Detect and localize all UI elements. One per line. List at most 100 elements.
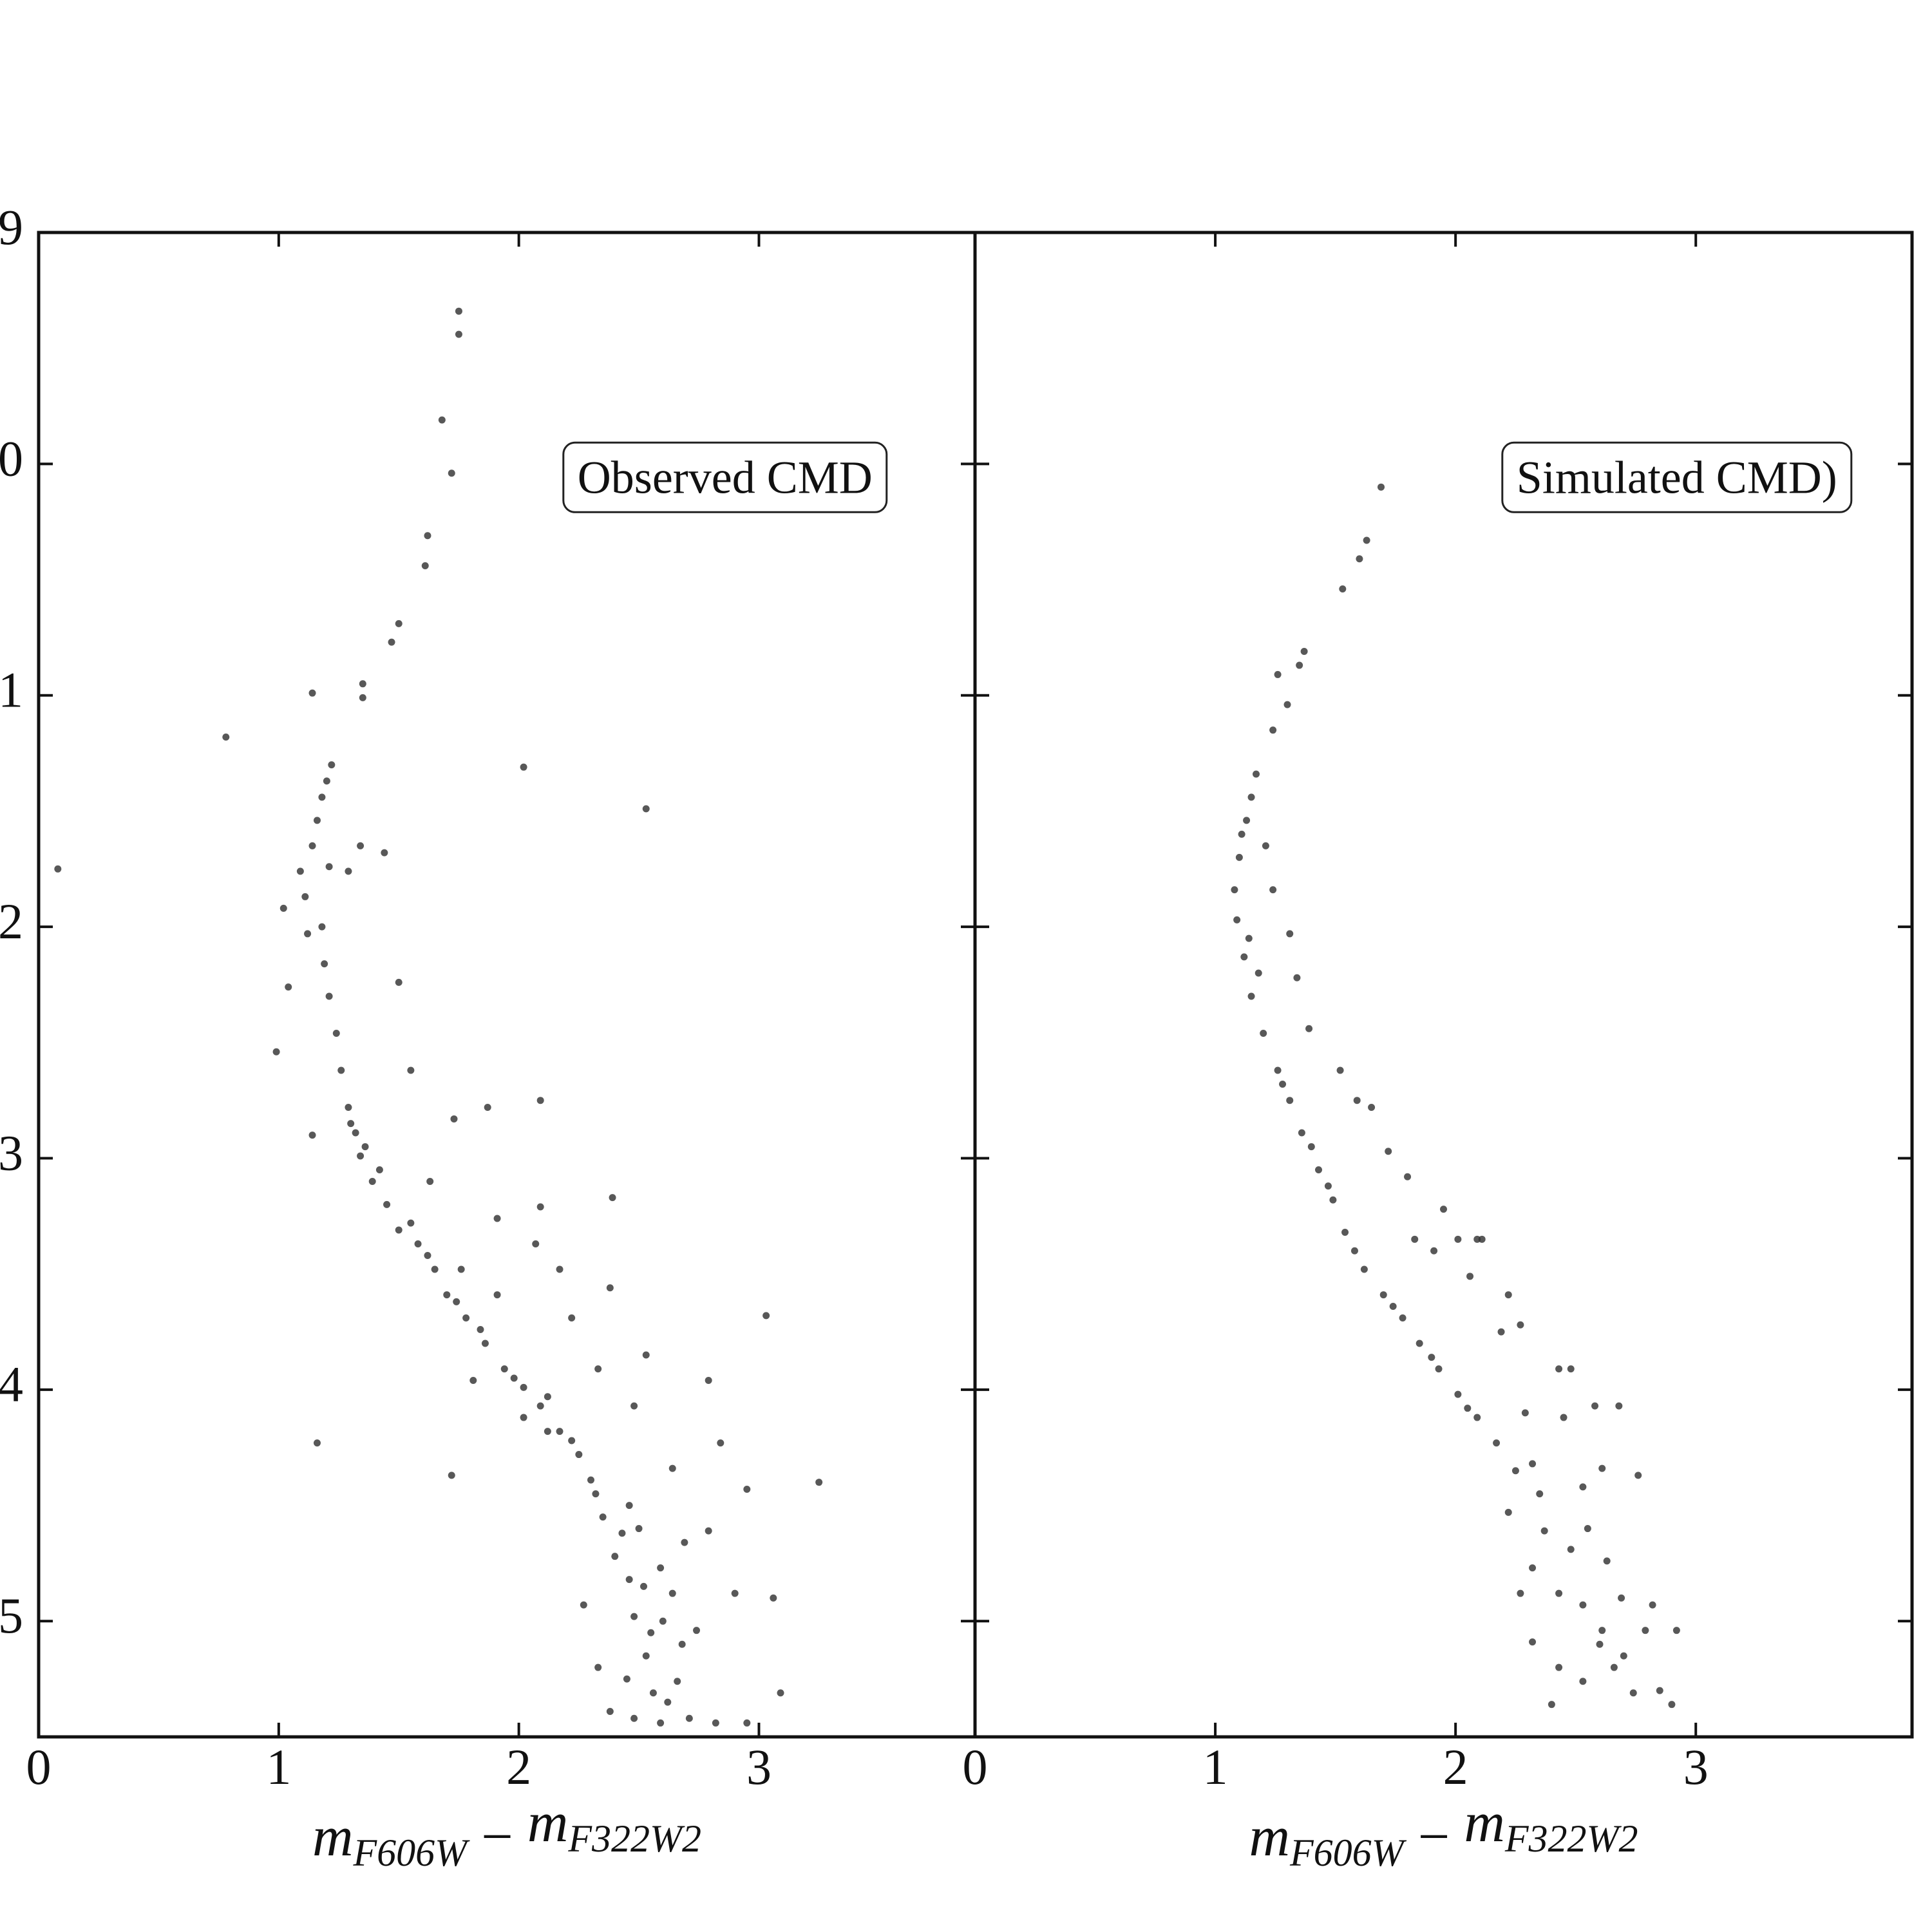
data-point bbox=[1235, 853, 1243, 861]
data-point bbox=[443, 1291, 451, 1299]
data-point bbox=[642, 805, 650, 813]
data-point bbox=[743, 1719, 751, 1727]
data-point bbox=[1598, 1627, 1606, 1634]
data-point bbox=[1493, 1439, 1501, 1447]
data-point bbox=[414, 1240, 422, 1248]
data-point bbox=[318, 793, 326, 801]
data-point bbox=[321, 960, 328, 968]
data-point bbox=[1356, 555, 1363, 563]
data-point bbox=[431, 1265, 439, 1273]
data-point bbox=[359, 680, 366, 688]
data-point bbox=[1540, 1527, 1548, 1535]
data-point bbox=[640, 1582, 648, 1590]
data-point bbox=[455, 307, 462, 315]
data-point bbox=[664, 1698, 672, 1706]
data-point bbox=[304, 930, 312, 938]
data-point bbox=[426, 1177, 434, 1185]
y-tick-label: 1 bbox=[0, 662, 23, 718]
data-point bbox=[424, 1251, 431, 1259]
data-point bbox=[1247, 992, 1255, 1000]
data-point bbox=[1567, 1546, 1575, 1553]
data-point bbox=[594, 1365, 602, 1373]
data-point bbox=[674, 1678, 681, 1685]
data-point bbox=[762, 1312, 770, 1320]
data-point bbox=[359, 694, 366, 701]
data-point bbox=[678, 1640, 686, 1648]
data-point bbox=[328, 761, 336, 769]
y-tick-label: 5 bbox=[0, 1587, 23, 1643]
data-point bbox=[544, 1393, 551, 1401]
data-point bbox=[606, 1284, 614, 1292]
data-point bbox=[649, 1689, 657, 1697]
data-point bbox=[1620, 1652, 1627, 1660]
data-point bbox=[1668, 1701, 1676, 1709]
data-point bbox=[630, 1402, 638, 1410]
data-point bbox=[407, 1066, 415, 1074]
data-point bbox=[1245, 934, 1253, 942]
data-point bbox=[1596, 1640, 1604, 1648]
data-point bbox=[568, 1437, 576, 1444]
data-point bbox=[1233, 916, 1241, 923]
data-point bbox=[395, 1226, 402, 1234]
data-point bbox=[642, 1652, 650, 1660]
data-point bbox=[1555, 1365, 1563, 1373]
data-point bbox=[681, 1539, 688, 1546]
data-point bbox=[1305, 1025, 1313, 1032]
data-point bbox=[493, 1291, 501, 1299]
data-point bbox=[448, 469, 455, 477]
data-point bbox=[1368, 1103, 1376, 1111]
data-point bbox=[609, 1194, 616, 1202]
data-point bbox=[450, 1115, 458, 1122]
data-point bbox=[1521, 1409, 1529, 1417]
data-point bbox=[1579, 1601, 1587, 1609]
data-point bbox=[659, 1617, 667, 1625]
data-point bbox=[536, 1203, 544, 1211]
y-tick-label: 3 bbox=[0, 1124, 23, 1180]
data-point bbox=[1529, 1638, 1537, 1646]
data-point bbox=[375, 1166, 383, 1174]
data-point bbox=[705, 1527, 712, 1535]
data-point bbox=[296, 867, 304, 875]
axes-frame bbox=[973, 231, 1914, 1739]
data-point bbox=[325, 992, 333, 1000]
y-tick-label: 9 bbox=[0, 199, 23, 255]
data-point bbox=[1618, 1594, 1625, 1602]
x-tick-label: 0 bbox=[26, 1739, 52, 1795]
data-point bbox=[1293, 974, 1301, 981]
data-point bbox=[635, 1525, 643, 1533]
data-point bbox=[1286, 1097, 1294, 1104]
data-point bbox=[1504, 1291, 1512, 1299]
data-point bbox=[1649, 1601, 1656, 1609]
data-point bbox=[1598, 1464, 1606, 1472]
data-point bbox=[395, 978, 402, 986]
data-point bbox=[599, 1513, 607, 1521]
data-point bbox=[587, 1476, 594, 1484]
data-point bbox=[1240, 953, 1248, 961]
data-point bbox=[1269, 726, 1277, 734]
data-point bbox=[383, 1200, 391, 1208]
data-point bbox=[345, 1103, 352, 1111]
data-point bbox=[1324, 1182, 1332, 1190]
data-point bbox=[1473, 1414, 1481, 1421]
data-point bbox=[777, 1689, 784, 1697]
data-point bbox=[1435, 1365, 1443, 1373]
data-point bbox=[222, 733, 230, 741]
data-point bbox=[301, 893, 309, 900]
data-point bbox=[1363, 536, 1370, 544]
data-point bbox=[1536, 1490, 1544, 1498]
x-axis-label: mF606W − mF322W2 bbox=[312, 1792, 701, 1874]
annotation-box bbox=[562, 441, 888, 513]
data-point bbox=[368, 1177, 376, 1185]
data-point bbox=[568, 1314, 576, 1322]
data-point bbox=[438, 416, 446, 424]
data-point bbox=[279, 904, 287, 912]
data-point bbox=[592, 1490, 600, 1498]
x-tick-label: 2 bbox=[1443, 1739, 1468, 1795]
data-point bbox=[556, 1428, 564, 1435]
data-point bbox=[388, 638, 395, 646]
data-point bbox=[1560, 1414, 1567, 1421]
data-point bbox=[500, 1365, 508, 1373]
data-point bbox=[313, 817, 321, 824]
data-point bbox=[1379, 1291, 1387, 1299]
